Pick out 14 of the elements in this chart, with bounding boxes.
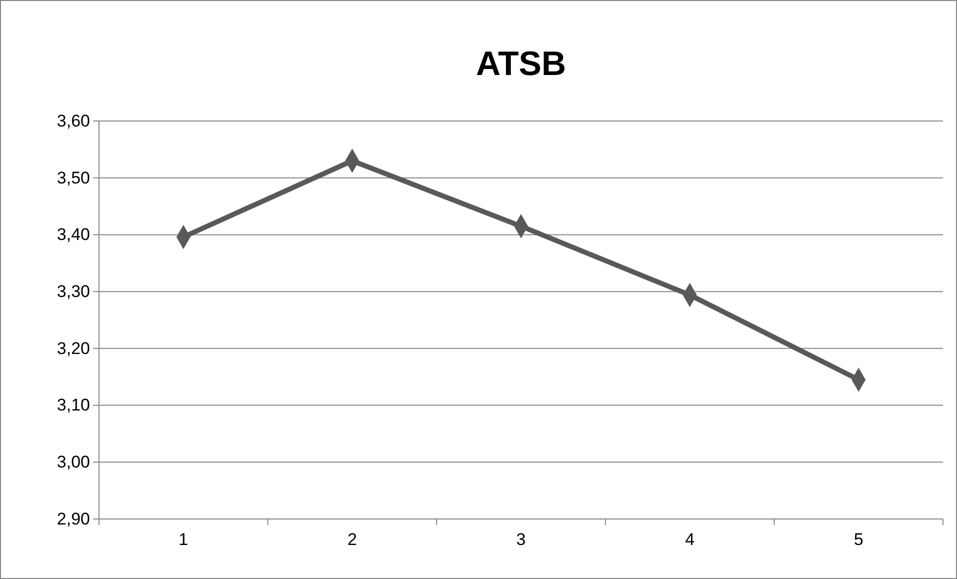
x-tick-label: 2 bbox=[347, 530, 357, 550]
y-tick-label: 3,10 bbox=[56, 396, 90, 415]
y-tick-label: 3,30 bbox=[56, 282, 90, 302]
x-tick-label: 1 bbox=[178, 530, 188, 550]
y-tick-label: 3,00 bbox=[56, 452, 90, 472]
x-tick-label: 3 bbox=[516, 530, 526, 550]
y-tick-label: 3,40 bbox=[56, 225, 90, 244]
x-tick-label: 5 bbox=[854, 530, 864, 550]
x-tick-label: 4 bbox=[685, 530, 695, 550]
y-tick-label: 2,90 bbox=[56, 509, 90, 528]
y-tick-label: 3,60 bbox=[56, 111, 90, 130]
chart-title: ATSB bbox=[476, 45, 566, 83]
y-tick-label: 3,50 bbox=[56, 168, 90, 188]
y-tick-label: 3,20 bbox=[56, 338, 90, 358]
